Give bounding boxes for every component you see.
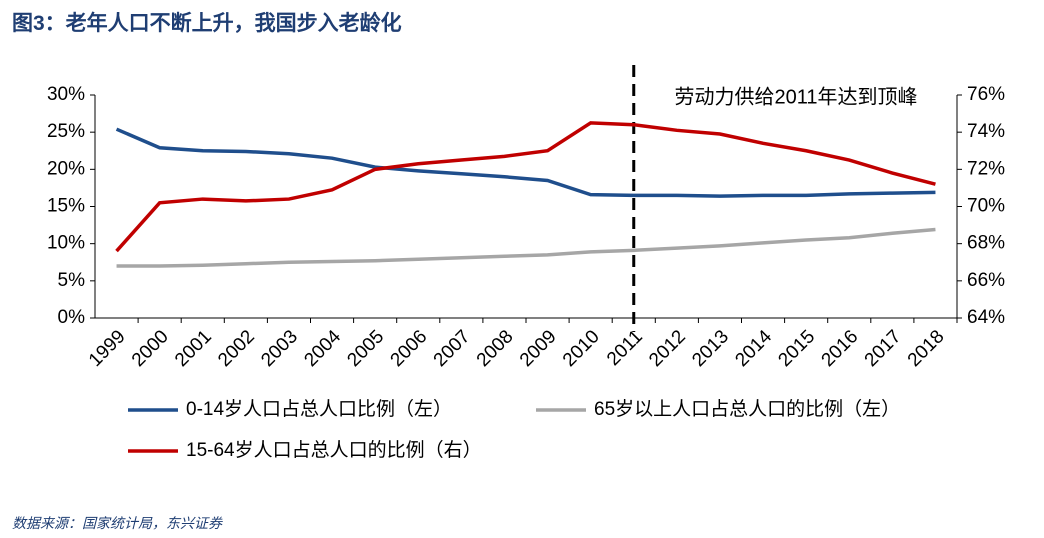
y-tick-label: 5% <box>58 270 86 291</box>
y-tick-label: 15% <box>47 196 85 217</box>
y-tick-label: 30% <box>47 84 85 105</box>
x-tick-label: 2001 <box>171 326 216 371</box>
x-tick-label: 2014 <box>731 326 776 371</box>
line <box>115 121 936 253</box>
y2-tick-label: 66% <box>967 270 1005 291</box>
annotation: 劳动力供给2011年达到顶峰 <box>674 85 917 108</box>
x-tick-label: 2015 <box>774 326 819 371</box>
y-tick-label: 25% <box>47 121 85 142</box>
x-tick-label: 2012 <box>645 326 690 371</box>
x-tick-label: 2005 <box>343 326 388 371</box>
source: 数据来源：国家统计局，东兴证券 <box>12 515 223 531</box>
y-tick-label: 0% <box>58 307 86 328</box>
x-tick-label: 2004 <box>300 326 345 371</box>
line <box>115 127 936 198</box>
legend-label: 65岁以上人口占总人口的比例（左） <box>594 398 900 420</box>
x-tick-label: 2011 <box>603 326 647 370</box>
line <box>116 227 936 268</box>
y2-tick-label: 68% <box>967 233 1005 254</box>
x-tick-label: 2000 <box>128 326 173 371</box>
x-tick-label: 1999 <box>85 326 130 371</box>
y2-tick-label: 74% <box>967 121 1005 142</box>
x-tick-label: 2002 <box>214 326 259 371</box>
legend-label: 0-14岁人口占总人口比例（左） <box>186 398 452 420</box>
x-tick-label: 2008 <box>473 326 518 371</box>
x-tick-label: 2018 <box>904 326 949 371</box>
x-tick-label: 2017 <box>861 326 906 371</box>
y-tick-label: 20% <box>47 158 85 179</box>
legend-label: 15-64岁人口占总人口的比例（右） <box>186 439 482 461</box>
chart-title: 图3：老年人口不断上升，我国步入老龄化 <box>12 11 402 35</box>
x-tick-label: 2010 <box>559 326 604 371</box>
y2-tick-label: 72% <box>967 158 1005 179</box>
x-tick-label: 2009 <box>516 326 561 371</box>
x-tick-label: 2006 <box>387 326 432 371</box>
x-tick-label: 2016 <box>818 326 863 371</box>
x-tick-label: 2007 <box>430 326 475 371</box>
y2-tick-label: 76% <box>967 84 1005 105</box>
x-tick-label: 2003 <box>257 326 302 371</box>
x-tick-label: 2013 <box>688 326 733 371</box>
y2-tick-label: 70% <box>967 196 1005 217</box>
y2-tick-label: 64% <box>967 307 1005 328</box>
y-tick-label: 10% <box>47 233 85 254</box>
